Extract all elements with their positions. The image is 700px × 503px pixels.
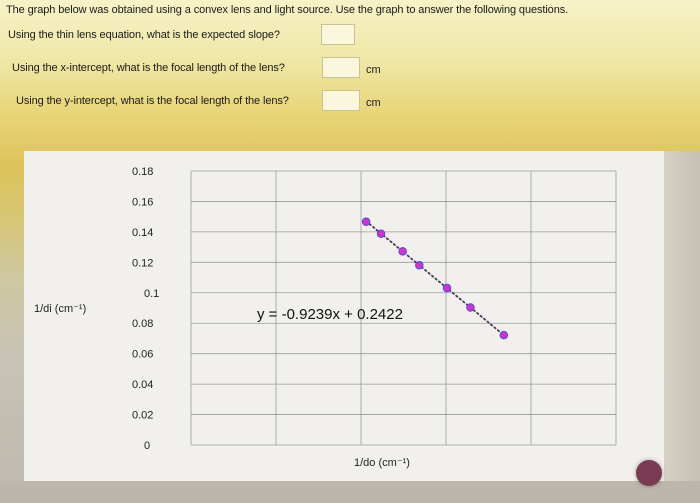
scatter-chart: 0.18 0.16 0.14 0.12 0.1 0.08 0.06 0.04 0.02 0 1/d… bbox=[34, 166, 617, 469]
y-tick-label: 0.1 bbox=[144, 288, 159, 300]
y-intercept-unit: cm bbox=[366, 97, 381, 109]
data-point bbox=[499, 330, 509, 340]
question-x-intercept: Using the x-intercept, what is the focal… bbox=[12, 62, 285, 74]
background-wash bbox=[0, 481, 700, 503]
y-intercept-focal-length-field[interactable] bbox=[322, 90, 360, 111]
trendline-equation: y = -0.9239x + 0.2422 bbox=[257, 306, 403, 323]
background-wash bbox=[664, 151, 700, 481]
y-tick-label: 0.08 bbox=[132, 318, 153, 330]
y-tick-label: 0.04 bbox=[132, 379, 153, 391]
y-tick-label: 0.16 bbox=[132, 196, 153, 208]
y-axis-label: 1/di (cm⁻¹) bbox=[34, 303, 86, 315]
slope-answer-field[interactable] bbox=[321, 24, 355, 45]
question-slope: Using the thin lens equation, what is th… bbox=[8, 29, 280, 41]
data-point bbox=[466, 303, 475, 312]
chart-panel: 0.18 0.16 0.14 0.12 0.1 0.08 0.06 0.04 0.02 0 1/d… bbox=[24, 151, 664, 481]
y-tick-label: 0.12 bbox=[132, 257, 153, 269]
data-point bbox=[442, 283, 452, 293]
y-tick-label: 0 bbox=[144, 440, 150, 452]
data-point bbox=[398, 247, 407, 256]
data-point bbox=[415, 260, 424, 270]
trendline bbox=[365, 220, 505, 336]
y-tick-label: 0.02 bbox=[132, 410, 153, 422]
y-tick-label: 0.18 bbox=[132, 166, 153, 178]
y-tick-label: 0.06 bbox=[132, 349, 153, 361]
question-y-intercept: Using the y-intercept, what is the focal… bbox=[16, 95, 289, 107]
chart-grid bbox=[190, 170, 617, 446]
data-points bbox=[361, 217, 509, 340]
x-intercept-unit: cm bbox=[366, 64, 381, 76]
help-button[interactable] bbox=[636, 460, 662, 486]
x-intercept-focal-length-field[interactable] bbox=[322, 57, 360, 78]
y-axis-ticks: 0.18 0.16 0.14 0.12 0.1 0.08 0.06 0.04 0.02 0 bbox=[132, 166, 159, 452]
y-tick-label: 0.14 bbox=[132, 227, 153, 239]
data-point bbox=[376, 229, 386, 238]
x-axis-label: 1/do (cm⁻¹) bbox=[354, 457, 410, 469]
intro-text: The graph below was obtained using a con… bbox=[6, 4, 569, 16]
data-point bbox=[361, 217, 371, 226]
